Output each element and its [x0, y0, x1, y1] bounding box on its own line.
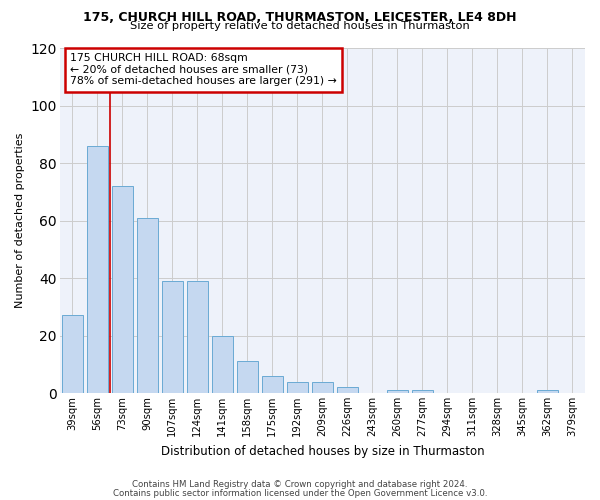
Bar [62, 316, 83, 393]
Text: Contains HM Land Registry data © Crown copyright and database right 2024.: Contains HM Land Registry data © Crown c… [132, 480, 468, 489]
Bar [412, 390, 433, 393]
Text: Contains public sector information licensed under the Open Government Licence v3: Contains public sector information licen… [113, 489, 487, 498]
Bar [287, 382, 308, 393]
Bar [86, 146, 108, 393]
Bar [161, 281, 183, 393]
Bar [537, 390, 558, 393]
Bar [137, 218, 158, 393]
Text: 175 CHURCH HILL ROAD: 68sqm
← 20% of detached houses are smaller (73)
78% of sem: 175 CHURCH HILL ROAD: 68sqm ← 20% of det… [70, 53, 337, 86]
Bar [337, 388, 358, 393]
Bar [112, 186, 133, 393]
Bar [312, 382, 333, 393]
X-axis label: Distribution of detached houses by size in Thurmaston: Distribution of detached houses by size … [161, 444, 484, 458]
Bar [187, 281, 208, 393]
Text: 175, CHURCH HILL ROAD, THURMASTON, LEICESTER, LE4 8DH: 175, CHURCH HILL ROAD, THURMASTON, LEICE… [83, 11, 517, 24]
Y-axis label: Number of detached properties: Number of detached properties [15, 133, 25, 308]
Bar [212, 336, 233, 393]
Text: Size of property relative to detached houses in Thurmaston: Size of property relative to detached ho… [130, 21, 470, 31]
Bar [262, 376, 283, 393]
Bar [236, 362, 258, 393]
Bar [387, 390, 408, 393]
